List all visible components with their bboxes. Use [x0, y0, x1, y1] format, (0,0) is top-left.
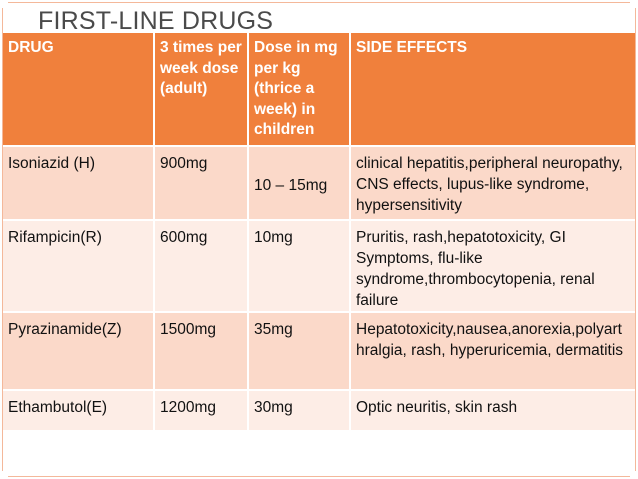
cell-drug: Pyrazinamide(Z) [3, 311, 155, 390]
cell-child-dose: 30mg [248, 389, 351, 430]
cell-side-effects: Optic neuritis, skin rash [350, 389, 635, 430]
cell-side-effects: Hepatotoxicity,nausea,anorexia,polyarthr… [350, 311, 635, 390]
header-drug: DRUG [3, 33, 155, 146]
header-child-dose: Dose in mg per kg (thrice a week) in chi… [248, 33, 351, 146]
cell-side-effects: clinical hepatitis,peripheral neuropathy… [350, 145, 635, 220]
cell-weekly-dose: 1200mg [154, 389, 249, 430]
table-row: Pyrazinamide(Z) 1500mg 35mg Hepatotoxici… [3, 311, 635, 390]
cell-drug: Ethambutol(E) [3, 389, 155, 430]
table-header-row: DRUG 3 times per week dose(adult) Dose i… [3, 33, 635, 146]
header-weekly-dose: 3 times per week dose(adult) [154, 33, 249, 146]
cell-weekly-dose: 600mg [154, 219, 249, 312]
cell-drug: Isoniazid (H) [3, 145, 155, 220]
cell-child-dose: 10mg [248, 219, 351, 312]
cell-side-effects: Pruritis, rash,hepatotoxicity, GI Sympto… [350, 219, 635, 312]
table-row: Isoniazid (H) 900mg 10 – 15mg clinical h… [3, 145, 635, 220]
slide-border-top [8, 2, 630, 3]
slide-border-right [635, 8, 636, 471]
table-row: Rifampicin(R) 600mg 10mg Pruritis, rash,… [3, 219, 635, 312]
cell-child-dose: 10 – 15mg [248, 145, 351, 220]
cell-child-dose-text: 10 – 15mg [254, 177, 328, 194]
cell-drug: Rifampicin(R) [3, 219, 155, 312]
cell-weekly-dose: 900mg [154, 145, 249, 220]
slide-border-left [2, 8, 3, 471]
header-side-effects: SIDE EFFECTS [350, 33, 635, 146]
header-weekly-dose-text: 3 times per week dose(adult) [160, 39, 242, 97]
cell-weekly-dose: 1500mg [154, 311, 249, 390]
slide-border-bottom [8, 476, 630, 477]
slide-title: FIRST-LINE DRUGS [38, 7, 274, 35]
drug-table: DRUG 3 times per week dose(adult) Dose i… [3, 33, 635, 430]
table-row: Ethambutol(E) 1200mg 30mg Optic neuritis… [3, 389, 635, 430]
cell-child-dose: 35mg [248, 311, 351, 390]
